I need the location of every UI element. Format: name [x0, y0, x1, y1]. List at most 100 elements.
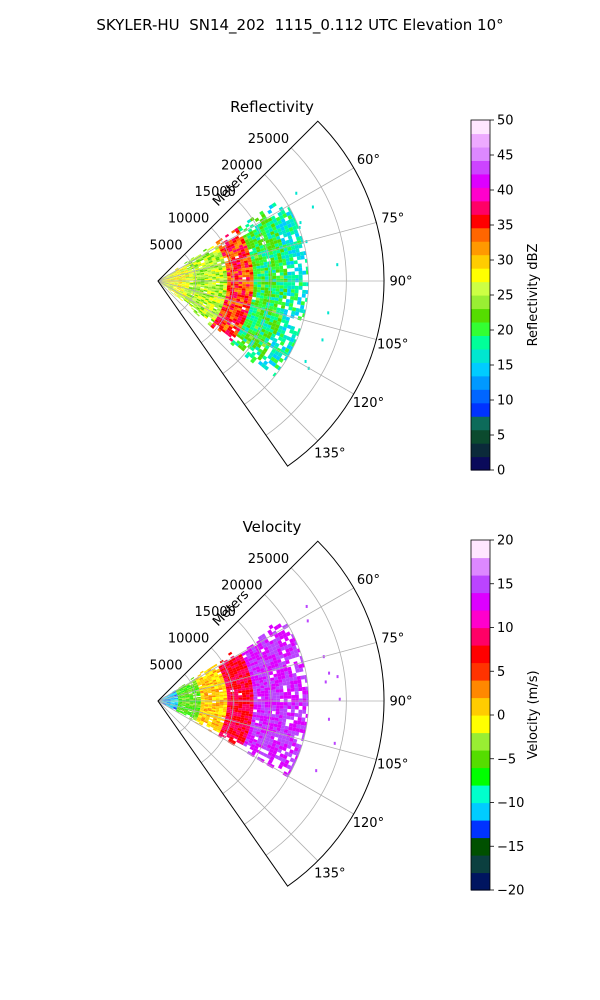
radar-cell	[191, 307, 195, 311]
radar-cell	[263, 360, 269, 366]
radar-cell	[188, 693, 193, 695]
radar-cell	[204, 694, 209, 697]
radar-cell	[260, 707, 265, 711]
radar-cell	[221, 728, 226, 732]
radar-cell	[270, 716, 276, 721]
radar-cell	[205, 682, 210, 685]
radar-cell	[264, 290, 269, 294]
radar-cell	[300, 255, 305, 260]
radar-cell	[298, 267, 303, 272]
radar-cell	[294, 220, 298, 226]
radar-cell	[277, 721, 283, 726]
radar-cell	[170, 281, 175, 283]
radar-cell	[204, 283, 209, 286]
radar-cell	[251, 258, 256, 262]
radar-cell	[226, 693, 231, 697]
radar-cell	[216, 720, 221, 724]
radar-cell	[236, 659, 242, 664]
radar-cell	[166, 283, 171, 286]
radar-cell	[277, 211, 283, 217]
radar-cell	[213, 253, 219, 257]
radar-cell	[245, 710, 250, 714]
azimuth-tick-label: 135°	[314, 446, 345, 461]
radar-cell	[252, 747, 258, 753]
radar-cell	[238, 725, 243, 729]
radar-cell	[240, 739, 246, 743]
radar-cell	[175, 268, 179, 271]
radar-cell	[216, 241, 221, 246]
radar-cell	[246, 234, 252, 239]
radar-cell	[242, 331, 247, 336]
radar-cell	[234, 703, 239, 706]
radar-cell	[236, 684, 242, 688]
radar-cell	[174, 284, 178, 286]
radar-cell	[248, 713, 253, 717]
radar-cell	[227, 705, 231, 708]
radar-cell	[207, 322, 212, 327]
radar-cell	[203, 692, 208, 695]
radar-cell	[203, 256, 208, 260]
radar-cell	[201, 296, 206, 300]
radar-cell	[175, 689, 180, 692]
radar-cell	[209, 262, 214, 265]
radar-cell	[241, 240, 246, 245]
radar-cell	[244, 730, 249, 734]
radar-cell	[181, 285, 186, 288]
radar-cell	[288, 723, 294, 728]
radar-cell	[282, 641, 288, 647]
radar-cell	[200, 679, 205, 683]
radar-cell	[283, 224, 289, 230]
radar-cell	[211, 695, 216, 698]
radar-cell	[265, 255, 271, 259]
radar-cell	[253, 691, 258, 695]
radar-cell	[238, 275, 243, 278]
radar-cell	[277, 336, 283, 342]
radar-cell	[189, 283, 194, 286]
radar-cell	[264, 287, 269, 291]
radar-cell	[282, 295, 287, 300]
radar-cell	[207, 310, 212, 314]
radar-cell	[253, 341, 259, 347]
radar-cell	[170, 279, 175, 281]
radar-cell	[230, 674, 235, 678]
radar-cell	[234, 329, 240, 334]
radar-cell	[191, 689, 196, 692]
radar-cell	[268, 693, 273, 697]
radar-cell	[208, 277, 213, 279]
radar-cell	[271, 340, 277, 346]
colorbar-label: Velocity (m/s)	[526, 670, 541, 759]
radar-cell	[252, 714, 257, 718]
radar-cell	[254, 313, 260, 318]
radar-cell	[256, 236, 261, 241]
radar-cell	[249, 284, 254, 287]
radar-cell	[251, 244, 256, 249]
radar-cell	[256, 265, 261, 269]
radar-cell	[229, 241, 234, 246]
radar-cell	[237, 266, 242, 270]
radar-cell	[235, 229, 241, 234]
radar-cell	[176, 691, 181, 694]
radar-cell	[283, 247, 288, 252]
radar-cell	[272, 337, 278, 343]
radar-cell	[253, 706, 258, 710]
radar-cell	[251, 344, 257, 349]
radar-cell	[238, 323, 243, 328]
radar-cell	[194, 265, 199, 269]
radar-cell	[253, 240, 259, 245]
radar-cell	[269, 661, 275, 666]
radar-cell	[226, 692, 231, 695]
radar-cell	[197, 699, 201, 701]
radar-cell	[177, 294, 182, 297]
radar-cell	[257, 222, 263, 228]
radar-cell	[185, 277, 190, 279]
radar-cell	[223, 274, 228, 277]
radar-cell	[181, 283, 186, 285]
colorbar-tick-label: 10	[497, 621, 514, 636]
radar-cell	[257, 693, 262, 697]
radar-cell	[273, 327, 279, 332]
radar-cell	[218, 723, 224, 727]
radar-cell	[179, 269, 184, 272]
radar-cell	[212, 282, 216, 285]
radar-cell	[166, 701, 171, 703]
radar-cell	[238, 303, 243, 307]
